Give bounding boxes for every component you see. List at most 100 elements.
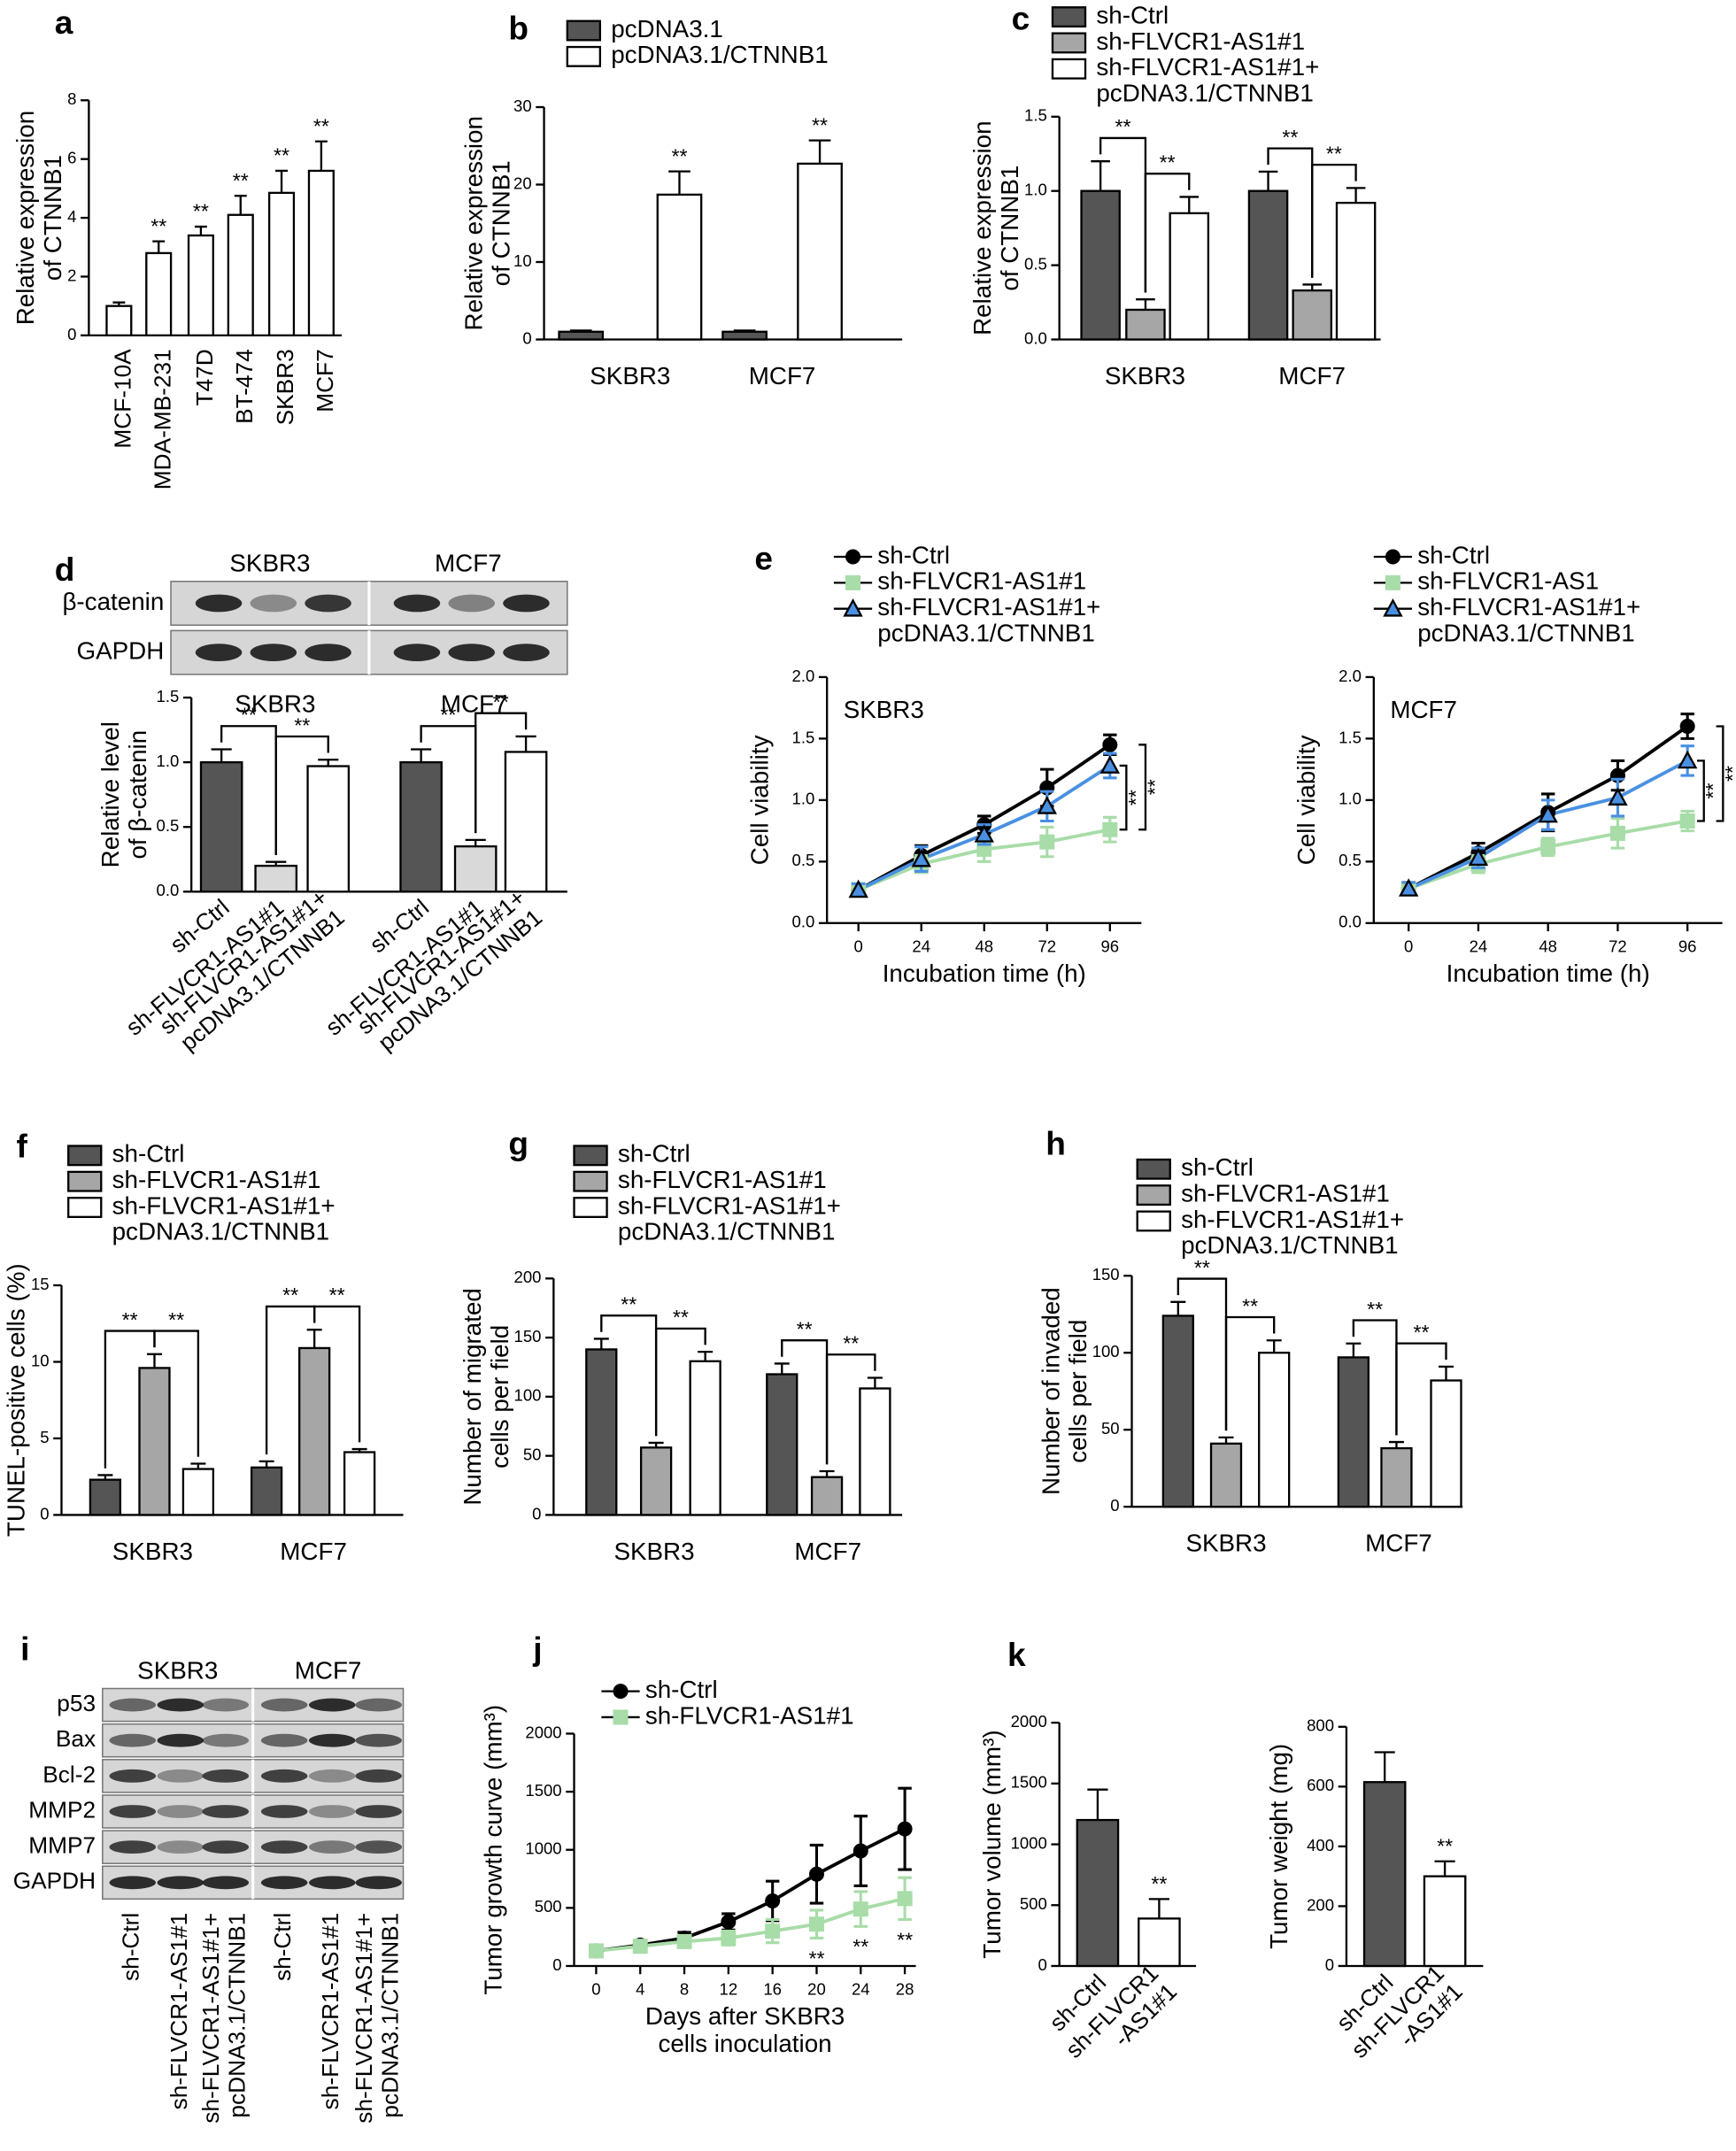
error-bar: [1388, 1440, 1404, 1449]
legend-label: pcDNA3.1/CTNNB1: [1181, 1231, 1398, 1259]
legend-label: sh-FLVCR1-AS1#1: [1096, 27, 1305, 55]
blot-band: [355, 1769, 402, 1783]
bar: [1423, 1875, 1467, 1968]
bar: [656, 193, 703, 341]
x-tick-label: BT-474: [231, 349, 258, 424]
significance-label: **: [313, 114, 329, 137]
y-tick-label: 50: [523, 1446, 542, 1464]
bar: [89, 1478, 122, 1516]
x-tick-label: 24: [1470, 937, 1488, 956]
y-tick-label: 0.5: [1339, 851, 1362, 869]
bar: [1337, 1356, 1370, 1508]
blot-band: [308, 1769, 356, 1783]
error-bar: [1091, 159, 1110, 191]
blot-column-label: MCF7: [295, 1656, 362, 1684]
error-bar: [234, 195, 247, 215]
legend-label: pcDNA3.1/CTNNB1: [1096, 79, 1313, 106]
error-bar: [306, 1329, 322, 1348]
error-bar: [318, 759, 339, 767]
marker: [845, 549, 861, 565]
error-bar: [258, 1460, 274, 1468]
blot-band: [109, 1805, 157, 1818]
marker: [721, 1930, 737, 1946]
y-tick-label: 0: [532, 1504, 541, 1523]
marker: [1609, 825, 1625, 841]
significance-label: **: [150, 214, 166, 237]
x-tick-label: 48: [1539, 937, 1557, 956]
blot-row-label: MMP7: [28, 1832, 96, 1859]
x-axis-label: Days after SKBR3: [645, 2002, 845, 2030]
error-bar: [515, 735, 536, 752]
bar: [297, 1346, 331, 1516]
blot-row-label: MMP2: [28, 1796, 96, 1823]
x-tick-label: MCF7: [1365, 1530, 1432, 1557]
blot-band: [308, 1876, 356, 1890]
marker: [848, 879, 868, 898]
legend-label: sh-FLVCR1-AS1#1: [618, 1166, 827, 1193]
blot-band: [260, 1733, 308, 1747]
bar: [187, 234, 214, 337]
y-tick-label: 150: [514, 1327, 542, 1345]
x-axis-label: cells inoculation: [658, 2030, 831, 2057]
legend-swatch: [573, 1197, 608, 1218]
bar: [1362, 1781, 1407, 1968]
y-tick-label: 20: [513, 173, 532, 192]
y-tick-label: 400: [1307, 1836, 1334, 1854]
bar: [138, 1367, 171, 1516]
bar: [199, 760, 243, 893]
blot-lane-label: pcDNA3.1/CTNNB1: [223, 1913, 250, 2118]
y-tick-label: 1.5: [1339, 728, 1362, 746]
panel-letter: k: [1007, 1636, 1026, 1673]
marker: [911, 848, 931, 867]
blot-band: [393, 644, 441, 661]
bracket: [153, 1330, 200, 1457]
error-bar: [1258, 170, 1278, 191]
y-axis-label: TUNEL-positive cells (%): [2, 1263, 29, 1537]
significance-label: **: [812, 113, 828, 136]
blot-band: [393, 594, 441, 613]
error-bar: [1302, 283, 1323, 291]
marker: [613, 1684, 629, 1700]
blot-band: [260, 1840, 308, 1854]
marker: [1039, 834, 1055, 850]
y-tick-label: 0.0: [1024, 328, 1047, 347]
blot-row-label: Bcl-2: [42, 1761, 96, 1787]
blot-row-label: β-catenin: [62, 588, 164, 615]
y-axis-label: Number of migrated: [459, 1288, 486, 1506]
marker: [1608, 787, 1628, 806]
marker: [853, 1901, 868, 1917]
significance-label: **: [673, 1306, 689, 1329]
blot-lane-label: sh-FLVCR1-AS1#1: [166, 1913, 192, 2110]
bar: [1076, 1818, 1120, 1968]
significance-label: **: [274, 144, 289, 167]
error-bar: [314, 140, 328, 171]
legend-label: pcDNA3.1: [611, 15, 723, 42]
error-bar: [1136, 298, 1155, 310]
bar: [721, 330, 768, 341]
y-tick-label: 10: [31, 1351, 50, 1369]
bracket: [1696, 759, 1705, 822]
error-bar: [1179, 196, 1200, 213]
bar: [585, 1348, 618, 1516]
bar: [1161, 1314, 1194, 1508]
legend-swatch: [566, 19, 602, 42]
error-bar: [194, 225, 207, 235]
bar: [343, 1451, 376, 1516]
y-axis-label: Tumor growth curve (mm³): [479, 1705, 506, 1995]
bar: [797, 162, 843, 341]
panel-letter: a: [55, 4, 73, 41]
y-tick-label: 150: [1092, 1265, 1120, 1284]
blot-band: [109, 1840, 157, 1854]
y-axis-label: of CTNNB1: [996, 166, 1023, 291]
error-bar: [152, 240, 166, 253]
y-axis-label: cells per field: [1064, 1320, 1092, 1463]
legend-label: sh-FLVCR1-AS1#1+: [618, 1191, 841, 1219]
y-tick-label: 600: [1307, 1776, 1334, 1794]
blot-row-label: GAPDH: [13, 1868, 96, 1894]
blot-row-label: GAPDH: [76, 636, 164, 664]
marker: [845, 574, 861, 590]
x-tick-label: 72: [1609, 937, 1627, 956]
y-tick-label: 0: [67, 325, 76, 343]
error-bar: [774, 1362, 790, 1375]
bracket: [1144, 173, 1191, 293]
